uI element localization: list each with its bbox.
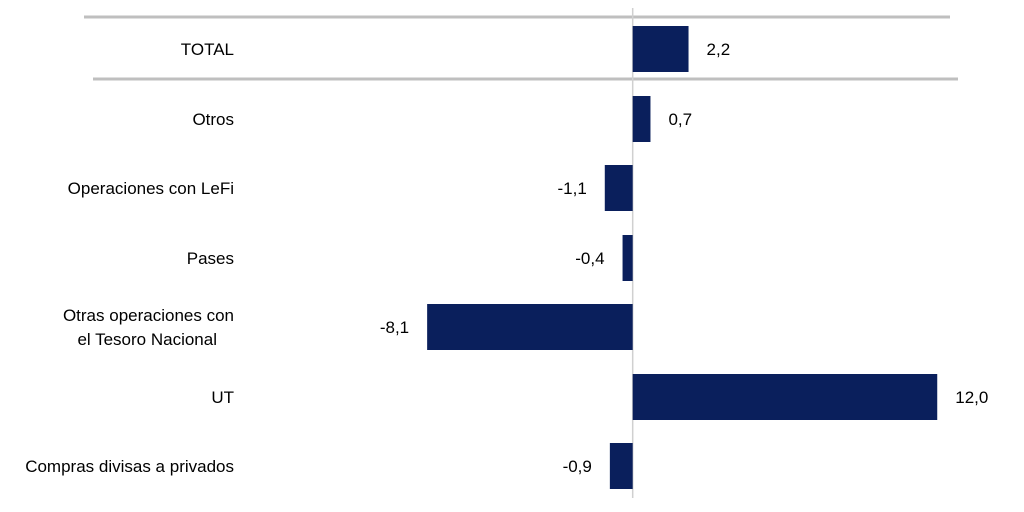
data-label: 2,2 xyxy=(707,40,731,59)
bar xyxy=(609,443,633,489)
category-labels: TOTAL Otros Operaciones con LeFi Pases Otras… xyxy=(25,40,234,476)
category-label-line: Operaciones con LeFi xyxy=(68,179,234,198)
category-label-line: el Tesoro Nacional xyxy=(77,330,217,349)
bar xyxy=(622,235,633,281)
data-label: -0,4 xyxy=(575,249,604,268)
category-label: Otras operaciones con el Tesoro Nacional xyxy=(63,306,234,349)
category-label: TOTAL xyxy=(181,40,234,59)
category-label: Operaciones con LeFi xyxy=(68,179,234,198)
data-label: -8,1 xyxy=(380,318,409,337)
category-label: Pases xyxy=(187,249,234,268)
data-label: 0,7 xyxy=(668,110,692,129)
category-label-line: TOTAL xyxy=(181,40,234,59)
bar xyxy=(632,374,938,420)
separator-lines xyxy=(84,15,958,81)
bar xyxy=(632,26,689,72)
category-label-line: Otros xyxy=(192,110,234,129)
bar xyxy=(604,165,633,211)
category-label-line: UT xyxy=(211,388,234,407)
data-label: -1,1 xyxy=(557,179,586,198)
bar xyxy=(632,96,651,142)
category-label: Otros xyxy=(192,110,234,129)
value-labels: 2,2 0,7 -1,1 -0,4 -8,1 12,0 -0,9 xyxy=(380,40,988,476)
category-label-line: Compras divisas a privados xyxy=(25,457,234,476)
category-label-line: Otras operaciones con xyxy=(63,306,234,325)
category-label-line: Pases xyxy=(187,249,234,268)
data-label: -0,9 xyxy=(563,457,592,476)
bars-group xyxy=(427,26,938,489)
category-label: Compras divisas a privados xyxy=(25,457,234,476)
bar xyxy=(427,304,633,350)
data-label: 12,0 xyxy=(955,388,988,407)
category-label: UT xyxy=(211,388,234,407)
